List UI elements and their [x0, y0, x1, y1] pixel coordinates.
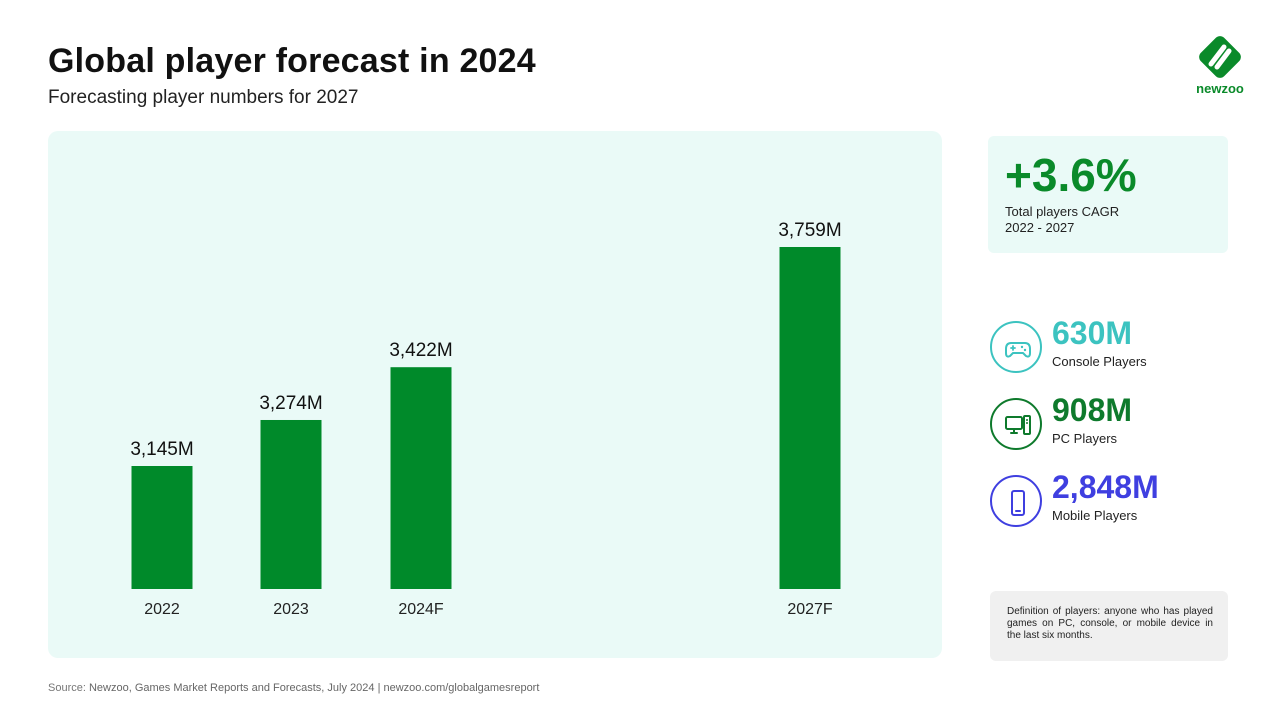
x-tick-2027f: 2027F — [787, 601, 833, 618]
x-tick-2023: 2023 — [273, 601, 309, 618]
mobile-players-label: Mobile Players — [1052, 508, 1138, 523]
x-tick-2024f: 2024F — [398, 601, 444, 618]
stat-mobile: 2,848M Mobile Players — [990, 469, 1230, 529]
source-label: Source: — [48, 682, 86, 694]
pc-players-label: PC Players — [1052, 431, 1118, 446]
cagr-card: +3.6% Total players CAGR 2022 - 2027 — [988, 136, 1228, 253]
console-players-label: Console Players — [1052, 354, 1147, 369]
definition-text: Definition of players: anyone who has pl… — [1007, 606, 1213, 641]
bar-2027f — [779, 247, 841, 589]
console-players-value: 630M — [1052, 315, 1133, 351]
stat-pc: 908M PC Players — [990, 392, 1230, 452]
pc-players-value: 908M — [1052, 392, 1133, 428]
logo-text: newzoo — [1196, 81, 1244, 96]
bar-2023 — [260, 419, 322, 589]
gamepad-icon — [990, 321, 1042, 373]
page-title: Global player forecast in 2024 — [48, 42, 536, 80]
source-url[interactable]: newzoo.com/globalgamesreport — [383, 682, 540, 694]
chart-panel: 3,145M 2022 3,274M 2023 3,422M 2024F 3,759M 202… — [48, 131, 942, 658]
mobile-icon — [990, 475, 1042, 527]
bar-chart: 3,145M 2022 3,274M 2023 3,422M 2024F 3,759M 202… — [130, 220, 841, 618]
mobile-players-value: 2,848M — [1052, 469, 1159, 505]
data-label-2027f: 3,759M — [778, 220, 841, 241]
source-text: Newzoo, Games Market Reports and Forecas… — [88, 682, 375, 694]
cagr-value: +3.6% — [1005, 149, 1137, 201]
pc-icon — [990, 398, 1042, 450]
bar-2022 — [131, 466, 193, 589]
data-label-2022: 3,145M — [130, 439, 193, 460]
page-subtitle: Forecasting player numbers for 2027 — [48, 87, 359, 108]
cagr-label-line2: 2022 - 2027 — [1005, 220, 1075, 235]
data-label-2023: 3,274M — [259, 393, 322, 414]
cagr-label: Total players CAGR 2022 - 2027 — [1005, 204, 1205, 236]
cagr-label-line1: Total players CAGR — [1005, 204, 1120, 219]
newzoo-logo-icon — [1199, 36, 1241, 78]
source-separator: | — [377, 682, 381, 694]
source-footnote: Source: Newzoo, Games Market Reports and… — [48, 682, 539, 694]
bar-2024f — [390, 367, 452, 589]
data-label-2024f: 3,422M — [389, 340, 452, 361]
stat-console: 630M Console Players — [990, 315, 1230, 375]
x-tick-2022: 2022 — [144, 601, 180, 618]
definition-box: Definition of players: anyone who has pl… — [990, 591, 1228, 661]
newzoo-logo: newzoo — [1190, 34, 1250, 100]
